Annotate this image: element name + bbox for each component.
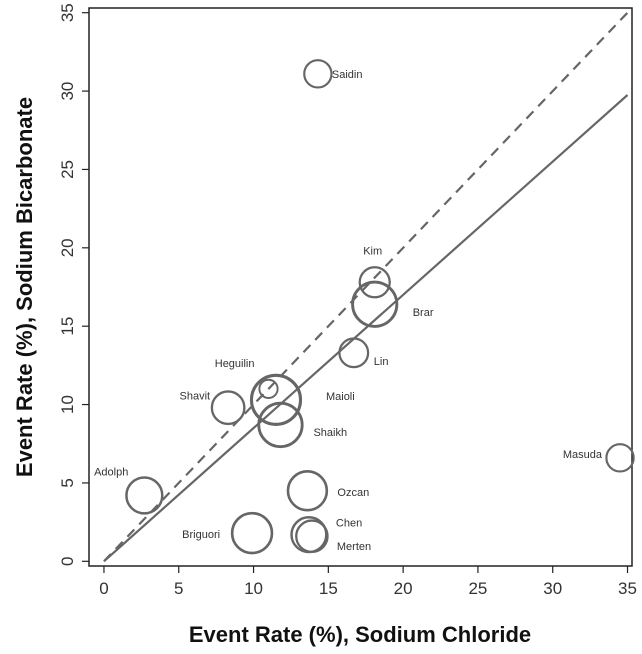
y-tick-label: 0: [58, 557, 77, 566]
y-tick-label: 30: [58, 82, 77, 101]
y-axis-title: Event Rate (%), Sodium Bicarbonate: [12, 97, 37, 477]
bubble-masuda: [605, 443, 635, 473]
point-label-masuda: Masuda: [563, 449, 603, 461]
x-tick-label: 5: [174, 579, 183, 598]
y-tick-label: 15: [58, 317, 77, 336]
plot-frame: [88, 7, 633, 567]
identity-line: [103, 11, 629, 563]
x-tick-label: 10: [244, 579, 263, 598]
bubble-lin: [338, 337, 370, 369]
bubble-briguori: [230, 511, 274, 555]
y-tick-label: 5: [58, 478, 77, 487]
y-tick-label: 25: [58, 160, 77, 179]
point-label-shaikh: Shaikh: [313, 427, 347, 439]
point-label-heguilin: Heguilin: [215, 358, 255, 370]
point-label-briguori: Briguori: [182, 529, 220, 541]
bubble-adolph: [125, 476, 164, 515]
bubble-shavit: [210, 390, 246, 426]
regression-line: [103, 94, 629, 563]
bubble-saidin: [303, 59, 333, 89]
x-axis-title: Event Rate (%), Sodium Chloride: [189, 622, 531, 647]
x-tick-label: 25: [468, 579, 487, 598]
point-label-maioli: Maioli: [326, 391, 355, 403]
point-label-lin: Lin: [374, 356, 389, 368]
point-label-chen: Chen: [336, 518, 362, 530]
x-tick-label: 35: [618, 579, 637, 598]
x-tick-label: 20: [394, 579, 413, 598]
point-label-saidin: Saidin: [332, 69, 363, 81]
x-tick-label: 15: [319, 579, 338, 598]
point-label-kim: Kim: [363, 245, 382, 257]
point-label-brar: Brar: [413, 307, 434, 319]
y-tick-label: 10: [58, 395, 77, 414]
bubble-kim: [358, 266, 391, 299]
y-tick-label: 35: [58, 3, 77, 22]
bubble-ozcan: [286, 470, 329, 512]
bubble-brar: [351, 280, 399, 328]
point-label-ozcan: Ozcan: [337, 487, 369, 499]
point-label-merten: Merten: [337, 541, 371, 553]
point-label-adolph: Adolph: [94, 466, 128, 478]
x-tick-label: 30: [543, 579, 562, 598]
y-tick-label: 20: [58, 238, 77, 257]
point-label-shavit: Shavit: [180, 391, 211, 403]
bubble-merten: [295, 519, 329, 554]
bubble-shaikh: [257, 401, 304, 449]
bubble-heguilin: [258, 378, 279, 399]
x-tick-label: 0: [99, 579, 108, 598]
bubble-maioli: [249, 373, 303, 426]
